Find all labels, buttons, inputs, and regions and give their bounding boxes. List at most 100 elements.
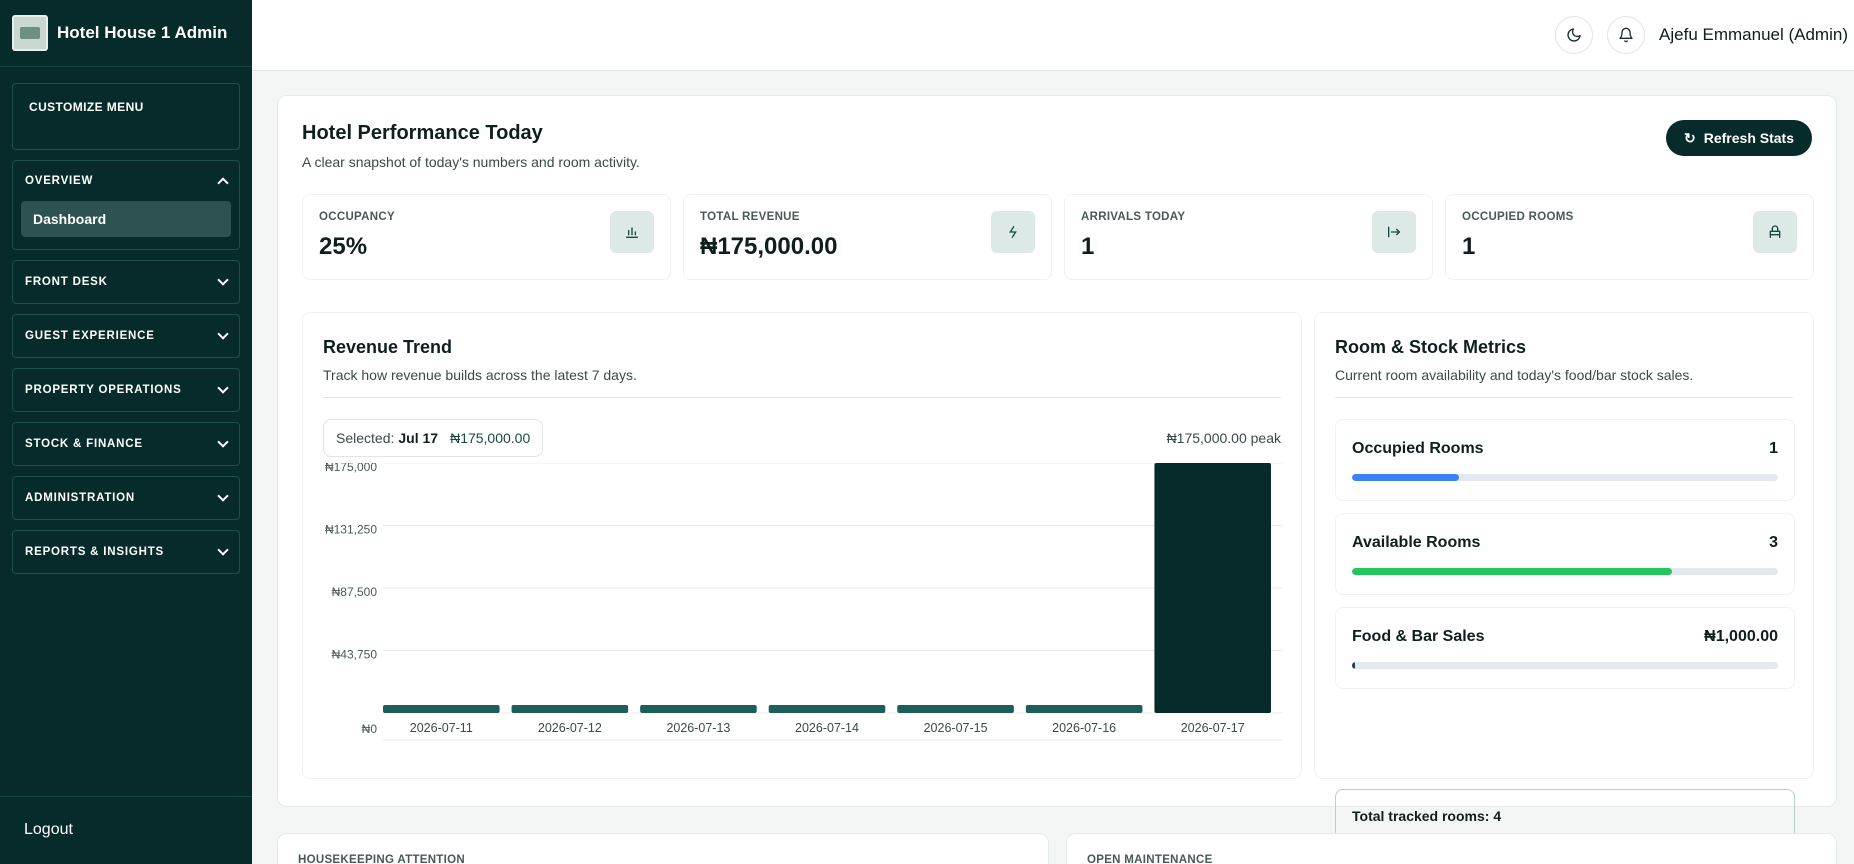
nav-group-guest-experience[interactable]: GUEST EXPERIENCE [12, 314, 240, 358]
sidebar: Hotel House 1 Admin CUSTOMIZE MENU OVERV… [0, 0, 252, 864]
metric-occupied-rooms: Occupied Rooms 1 [1335, 419, 1795, 501]
refresh-icon: ↻ [1684, 129, 1696, 146]
tracked-rooms-label: Total tracked rooms: 4 [1352, 808, 1502, 824]
arrival-icon [1372, 211, 1416, 253]
stat-card-arrivals-today: ARRIVALS TODAY 1 [1064, 194, 1433, 280]
housekeeping-attention-card: HOUSEKEEPING ATTENTION [277, 833, 1049, 864]
x-tick-label: 2026-07-13 [666, 721, 730, 735]
metric-progress-fill [1352, 474, 1459, 481]
bell-icon [1619, 27, 1633, 43]
page-subtitle: A clear snapshot of today's numbers and … [302, 154, 640, 170]
logout-button[interactable]: Logout [0, 796, 252, 864]
page-title: Hotel Performance Today [302, 122, 543, 144]
stats-row: OCCUPANCY 25% TOTAL REVENUE ₦175,000.00 … [302, 194, 1814, 280]
metric-value: ₦1,000.00 [1704, 628, 1778, 645]
brand[interactable]: Hotel House 1 Admin [0, 0, 252, 67]
sidebar-item-label: Dashboard [33, 211, 107, 227]
revenue-bar-2026-07-12[interactable] [511, 705, 629, 713]
revenue-trend-subtitle: Track how revenue builds across the late… [323, 367, 637, 383]
metrics-title: Room & Stock Metrics [1335, 337, 1527, 357]
customize-menu-button[interactable]: CUSTOMIZE MENU [12, 83, 240, 150]
revenue-trend-panel: Revenue Trend Track how revenue builds a… [302, 312, 1302, 779]
x-tick-label: 2026-07-17 [1181, 721, 1245, 735]
stat-value: 25% [319, 233, 368, 260]
nav-group-front-desk[interactable]: FRONT DESK [12, 260, 240, 304]
notifications-button[interactable] [1607, 16, 1646, 54]
metric-label: Food & Bar Sales [1352, 628, 1485, 645]
metric-progress-track [1352, 474, 1778, 481]
nav-group-label: REPORTS & INSIGHTS [25, 546, 164, 558]
nav-group-administration[interactable]: ADMINISTRATION [12, 476, 240, 520]
metric-progress-fill [1352, 662, 1355, 669]
performance-card: Hotel Performance Today A clear snapshot… [277, 95, 1837, 843]
metric-progress-track [1352, 662, 1778, 669]
y-tick-label: ₦131,250 [325, 523, 377, 537]
revenue-bar-2026-07-13[interactable] [640, 705, 757, 713]
chevron-down-icon [217, 382, 229, 394]
user-menu[interactable]: Ajefu Emmanuel (Admin) [1659, 25, 1848, 44]
chevron-down-icon [217, 436, 229, 448]
nav-group-overview-toggle[interactable]: OVERVIEW [13, 161, 239, 201]
revenue-bar-2026-07-17[interactable] [1154, 463, 1271, 713]
chevron-down-icon [217, 490, 229, 502]
nav-group-label: GUEST EXPERIENCE [25, 330, 155, 342]
y-tick-label: ₦0 [362, 722, 378, 736]
stat-label: ARRIVALS TODAY [1081, 211, 1186, 223]
hotel-logo-icon [12, 15, 48, 51]
revenue-bar-2026-07-14[interactable] [768, 705, 886, 713]
metric-food-bar-sales: Food & Bar Sales ₦1,000.00 [1335, 607, 1795, 689]
metric-progress-fill [1352, 568, 1672, 575]
selected-label: Selected: [336, 430, 395, 446]
metric-value: 1 [1769, 440, 1778, 457]
y-tick-label: ₦87,500 [332, 585, 378, 599]
refresh-stats-button[interactable]: ↻ Refresh Stats [1666, 120, 1812, 156]
nav-group-label: OVERVIEW [25, 175, 94, 187]
sidebar-item-dashboard[interactable]: Dashboard [21, 201, 231, 237]
stat-value: ₦175,000.00 [700, 233, 838, 260]
divider [323, 397, 1281, 398]
metric-progress-track [1352, 568, 1778, 575]
chevron-down-icon [217, 328, 229, 340]
chevron-down-icon [217, 274, 229, 286]
stat-card-occupied-rooms: OCCUPIED ROOMS 1 [1445, 194, 1814, 280]
bar-chart-icon [610, 211, 654, 253]
x-tick-label: 2026-07-12 [538, 721, 602, 735]
x-tick-label: 2026-07-11 [410, 721, 473, 735]
stat-label: OCCUPIED ROOMS [1462, 211, 1574, 223]
selected-amount: ₦175,000.00 [450, 430, 531, 446]
top-bar: Ajefu Emmanuel (Admin) [252, 0, 1854, 71]
metric-label: Available Rooms [1352, 534, 1481, 551]
divider [1335, 397, 1793, 398]
revenue-bar-2026-07-11[interactable] [383, 705, 500, 713]
stat-label: OCCUPANCY [319, 211, 395, 223]
x-tick-label: 2026-07-16 [1052, 721, 1116, 735]
x-tick-label: 2026-07-15 [924, 721, 988, 735]
theme-toggle-button[interactable] [1555, 16, 1594, 54]
selected-date: Jul 17 [398, 430, 439, 446]
customize-menu-label: CUSTOMIZE MENU [29, 100, 144, 114]
nav-group-property-operations[interactable]: PROPERTY OPERATIONS [12, 368, 240, 412]
open-maintenance-card: OPEN MAINTENANCE [1066, 833, 1837, 864]
refresh-stats-label: Refresh Stats [1703, 130, 1794, 146]
revenue-bar-2026-07-16[interactable] [1025, 705, 1143, 713]
nav-group-label: FRONT DESK [25, 276, 108, 288]
stat-value: 1 [1081, 233, 1095, 260]
nav-group-reports-insights[interactable]: REPORTS & INSIGHTS [12, 530, 240, 574]
revenue-bar-chart: ₦175,000 ₦131,250 ₦87,500 ₦43,750 ₦0 2026-07-… [325, 463, 1283, 741]
currency-icon [991, 211, 1035, 253]
chevron-down-icon [217, 544, 229, 556]
maintenance-label: OPEN MAINTENANCE [1087, 854, 1213, 864]
stat-value: 1 [1462, 233, 1476, 260]
stat-label: TOTAL REVENUE [700, 211, 800, 223]
stat-card-occupancy: OCCUPANCY 25% [302, 194, 671, 280]
nav-group-label: STOCK & FINANCE [25, 438, 143, 450]
y-tick-label: ₦175,000 [325, 463, 377, 474]
chevron-up-icon [217, 177, 229, 189]
housekeeping-label: HOUSEKEEPING ATTENTION [298, 854, 465, 864]
revenue-bar-2026-07-15[interactable] [897, 705, 1014, 713]
x-tick-label: 2026-07-14 [795, 721, 859, 735]
peak-value: ₦175,000.00 peak [1166, 430, 1281, 446]
nav-group-stock-finance[interactable]: STOCK & FINANCE [12, 422, 240, 466]
selected-day-pill: Selected: Jul 17 ₦175,000.00 [323, 419, 544, 457]
bed-icon [1753, 211, 1797, 253]
